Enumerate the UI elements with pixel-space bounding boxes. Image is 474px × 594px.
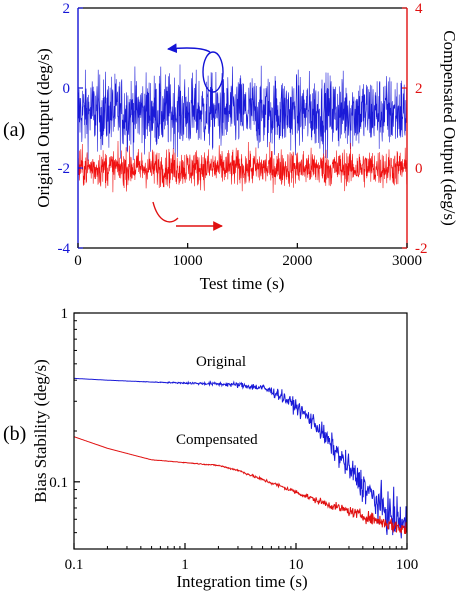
panel-a-x-ticks: 0 1000 2000 3000 bbox=[74, 243, 422, 269]
left-y-tick-label: 2 bbox=[63, 1, 71, 17]
x-tick-label: 3000 bbox=[392, 253, 422, 269]
compensated-output-series bbox=[78, 140, 407, 194]
x-tick-label: 1 bbox=[181, 557, 189, 573]
compensated-axis-indicator bbox=[152, 201, 223, 231]
original-output-series bbox=[78, 64, 407, 161]
panel-b-series bbox=[74, 377, 407, 539]
panel-a-right-y-axis-title: Compensated Output (deg/s) bbox=[440, 30, 459, 225]
compensated-series-marker bbox=[152, 201, 179, 223]
panel-b-y-ticks: 10.1 bbox=[49, 306, 80, 550]
compensated-series-label: Compensated bbox=[176, 432, 258, 448]
x-tick-label: 1000 bbox=[173, 253, 203, 269]
panel-a: 0 1000 2000 3000 2 0 -2 -4 4 2 0 -2 Test time (s)… bbox=[3, 1, 459, 293]
original-series-label: Original bbox=[196, 354, 246, 370]
panel-a-left-y-axis-title: Original Output (deg/s) bbox=[34, 48, 53, 208]
x-tick-label: 0 bbox=[74, 253, 82, 269]
y-tick-label: 1 bbox=[61, 306, 69, 322]
right-y-tick-label: 4 bbox=[415, 1, 423, 17]
y-tick-label: 0.1 bbox=[49, 475, 68, 491]
original-stability-series bbox=[74, 377, 407, 539]
panel-a-x-axis-title: Test time (s) bbox=[200, 274, 285, 293]
arrow-left-icon bbox=[167, 43, 211, 54]
compensated-stability-series bbox=[74, 436, 407, 535]
original-series-circle bbox=[202, 51, 224, 93]
left-y-tick-label: 0 bbox=[63, 81, 71, 97]
panel-a-right-y-ticks: 4 2 0 -2 bbox=[402, 1, 428, 257]
panel-b-x-axis-title: Integration time (s) bbox=[176, 572, 307, 591]
x-tick-label: 100 bbox=[396, 557, 419, 573]
original-axis-indicator bbox=[167, 43, 224, 93]
panel-b-label: (b) bbox=[3, 423, 26, 445]
panel-b-x-ticks: 0.1 1 10 100 bbox=[65, 543, 419, 573]
x-tick-label: 2000 bbox=[282, 253, 312, 269]
x-tick-label: 0.1 bbox=[65, 557, 84, 573]
left-y-tick-label: -2 bbox=[58, 161, 71, 177]
x-tick-label: 10 bbox=[289, 557, 304, 573]
right-y-tick-label: 0 bbox=[415, 161, 423, 177]
panel-a-left-y-ticks: 2 0 -2 -4 bbox=[58, 1, 83, 257]
right-y-tick-label: 2 bbox=[415, 81, 423, 97]
panel-a-series bbox=[78, 64, 407, 194]
panel-a-label: (a) bbox=[3, 119, 25, 141]
left-y-tick-label: -4 bbox=[58, 241, 71, 257]
panel-b-y-axis-title: Bias Stability (deg/s) bbox=[31, 359, 50, 503]
panel-b: 0.1 1 10 100 10.1 Integration time (s) Bias… bbox=[3, 306, 418, 591]
right-y-tick-label: -2 bbox=[415, 241, 428, 257]
